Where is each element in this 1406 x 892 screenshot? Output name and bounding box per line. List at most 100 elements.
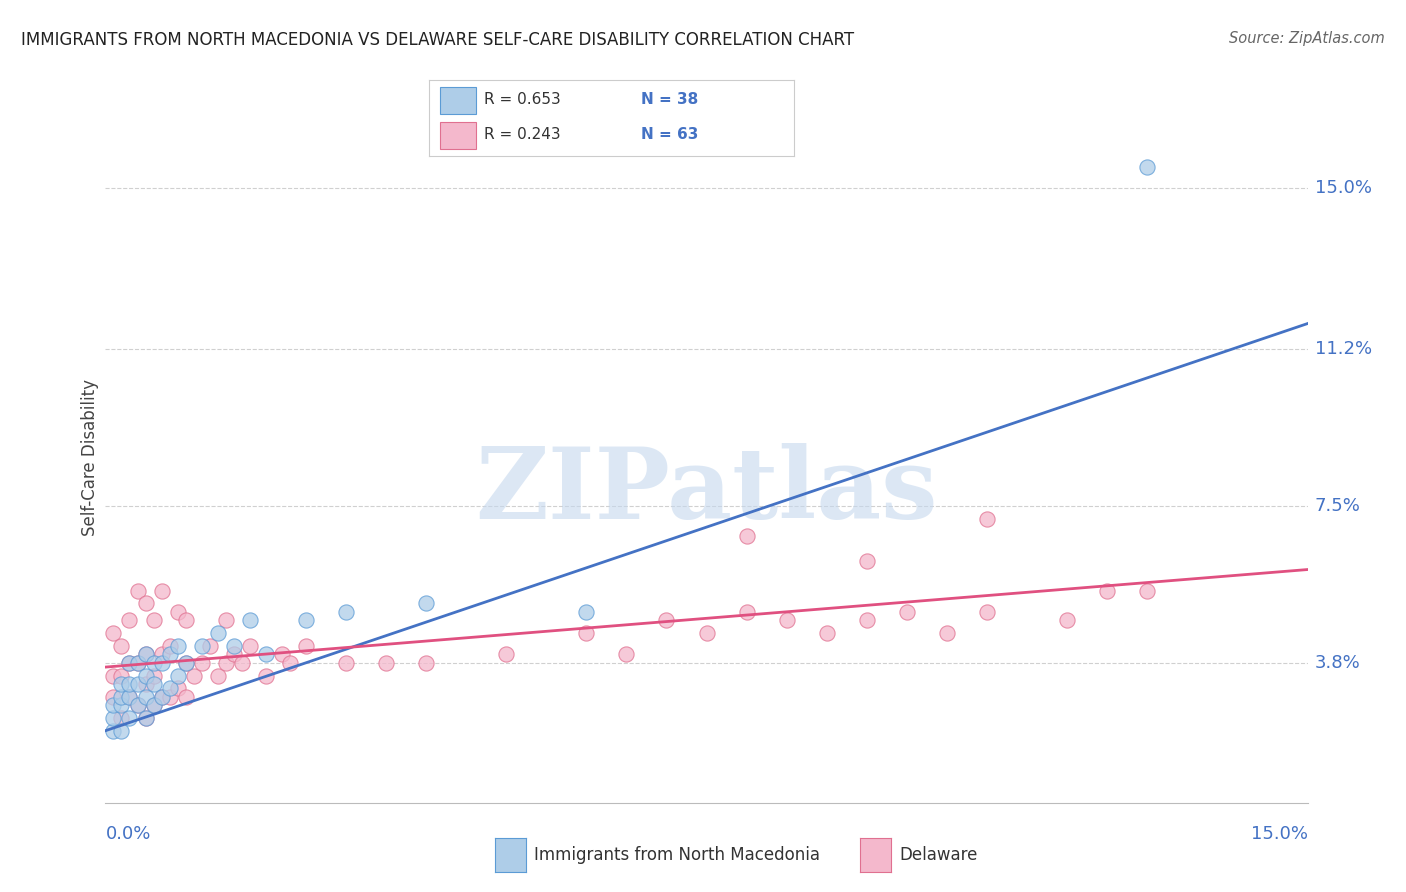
Point <box>159 648 181 662</box>
Point <box>776 614 799 628</box>
Point <box>150 583 173 598</box>
Point <box>239 614 262 628</box>
Point <box>214 614 236 628</box>
Point <box>127 583 149 598</box>
Point <box>214 656 236 670</box>
Point <box>374 656 398 670</box>
Point <box>118 656 141 670</box>
Point <box>118 690 141 704</box>
Point <box>150 690 173 704</box>
Text: Source: ZipAtlas.com: Source: ZipAtlas.com <box>1229 31 1385 46</box>
Point <box>174 614 197 628</box>
Point <box>735 605 758 619</box>
Point <box>118 677 141 691</box>
Point <box>166 681 188 696</box>
Point <box>335 656 357 670</box>
Point <box>896 605 918 619</box>
Point <box>142 668 165 682</box>
Point <box>207 668 229 682</box>
Point <box>295 614 318 628</box>
Point <box>976 511 998 525</box>
Point <box>118 656 141 670</box>
Point <box>159 639 181 653</box>
Point <box>103 698 125 713</box>
Point <box>207 626 229 640</box>
Point <box>174 690 197 704</box>
Point <box>110 698 132 713</box>
Point <box>142 677 165 691</box>
Point <box>135 711 157 725</box>
Bar <box>440 87 477 113</box>
Point <box>118 711 141 725</box>
Point <box>103 690 125 704</box>
Point <box>335 605 357 619</box>
Point <box>1136 160 1159 174</box>
Point <box>166 605 188 619</box>
Point <box>135 648 157 662</box>
Text: 0.0%: 0.0% <box>105 825 150 843</box>
Text: N = 63: N = 63 <box>641 128 699 143</box>
Point <box>166 639 188 653</box>
Point <box>1136 583 1159 598</box>
Text: 7.5%: 7.5% <box>1315 497 1361 515</box>
Point <box>1056 614 1078 628</box>
Text: N = 38: N = 38 <box>641 93 699 108</box>
Point <box>142 614 165 628</box>
Point <box>254 668 277 682</box>
Point <box>118 614 141 628</box>
Point <box>198 639 221 653</box>
Point <box>174 656 197 670</box>
Bar <box>440 122 477 149</box>
Point <box>103 711 125 725</box>
Point <box>295 639 318 653</box>
Point <box>135 690 157 704</box>
Point <box>110 668 132 682</box>
Text: IMMIGRANTS FROM NORTH MACEDONIA VS DELAWARE SELF-CARE DISABILITY CORRELATION CHA: IMMIGRANTS FROM NORTH MACEDONIA VS DELAW… <box>21 31 855 49</box>
Point <box>1097 583 1119 598</box>
Point <box>135 677 157 691</box>
Point <box>142 698 165 713</box>
Point <box>142 656 165 670</box>
Point <box>110 677 132 691</box>
Point <box>135 668 157 682</box>
Text: ZIPatlas: ZIPatlas <box>475 443 938 541</box>
Point <box>103 626 125 640</box>
Text: 15.0%: 15.0% <box>1250 825 1308 843</box>
Point <box>616 648 638 662</box>
Point <box>278 656 301 670</box>
Point <box>127 677 149 691</box>
Point <box>127 698 149 713</box>
Point <box>159 690 181 704</box>
Point <box>103 668 125 682</box>
Point <box>231 656 253 670</box>
Point <box>183 668 205 682</box>
Text: Delaware: Delaware <box>900 846 979 863</box>
Point <box>575 626 598 640</box>
Point <box>976 605 998 619</box>
Point <box>855 554 877 568</box>
Point <box>103 723 125 738</box>
Point <box>415 656 437 670</box>
Point <box>190 639 212 653</box>
Text: R = 0.243: R = 0.243 <box>484 128 560 143</box>
Text: 15.0%: 15.0% <box>1315 178 1372 197</box>
Point <box>222 639 245 653</box>
Point <box>815 626 838 640</box>
Point <box>135 597 157 611</box>
Text: 11.2%: 11.2% <box>1315 340 1372 358</box>
Point <box>110 690 132 704</box>
Point <box>575 605 598 619</box>
Point <box>159 681 181 696</box>
Point <box>150 656 173 670</box>
Point <box>150 690 173 704</box>
Point <box>110 639 132 653</box>
Point <box>254 648 277 662</box>
Point <box>174 656 197 670</box>
Point <box>735 528 758 542</box>
Text: 3.8%: 3.8% <box>1315 654 1361 672</box>
Y-axis label: Self-Care Disability: Self-Care Disability <box>80 378 98 536</box>
Point <box>110 711 132 725</box>
Point <box>270 648 292 662</box>
Point <box>127 656 149 670</box>
Point <box>855 614 877 628</box>
